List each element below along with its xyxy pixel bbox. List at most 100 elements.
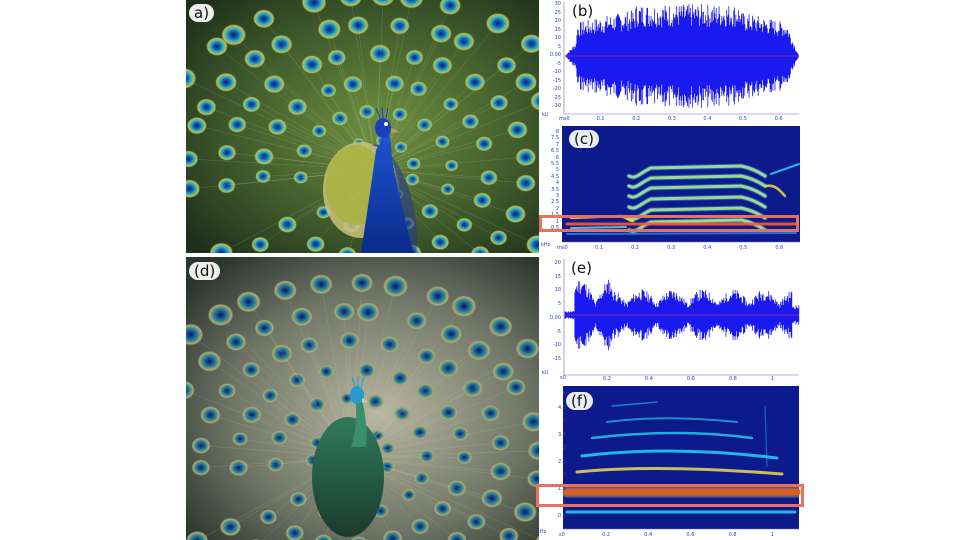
panel-label-f: (f): [566, 392, 593, 410]
feather-eye: [186, 323, 204, 346]
peacock-illustration-green: [186, 257, 539, 540]
y-tick-label: 5: [557, 43, 561, 50]
panel-label-c: (c): [569, 130, 599, 148]
y-tick-label: 0.00: [549, 52, 561, 58]
harmonic-band: [580, 449, 779, 460]
panel-label-a: a): [189, 4, 215, 22]
feather-eye: [379, 335, 400, 353]
feather-eye: [301, 0, 327, 14]
feather-eye: [267, 118, 288, 136]
harmonic-band: [590, 431, 754, 440]
y-tick-label: 0.00: [549, 314, 561, 321]
y-tick-label: 20: [554, 18, 561, 24]
feather-eye: [288, 372, 306, 388]
x-tick-label: 1: [770, 532, 774, 538]
feather-eye: [277, 216, 298, 233]
feather-eye: [480, 488, 503, 508]
spectrogram-f: (f) kHz s0 5 4.5 4 3.5 3 2.5 2 1.5 1 0.5 0.2 0.4 0.6…: [537, 386, 805, 540]
feather-eye: [287, 98, 308, 116]
panel-label-e: (e): [571, 259, 592, 277]
x-tick-label: 0.2: [632, 116, 641, 122]
harmonic-glow: [626, 194, 768, 211]
feather-eye: [219, 517, 242, 537]
y-tick-label: 1: [555, 218, 559, 225]
x-tick-label: 0.8: [728, 532, 737, 538]
feather-shaft: [375, 43, 532, 171]
feather-eye: [186, 150, 199, 168]
y-tick-label: 3: [555, 193, 559, 199]
feather-eye: [437, 358, 460, 378]
feather-eye: [251, 236, 270, 253]
y-tick-label: 8: [555, 129, 559, 135]
feather-eye: [399, 0, 424, 9]
feather-eye: [186, 116, 208, 135]
waveform-b-plot: [563, 2, 800, 115]
feather-eye: [440, 324, 463, 344]
feather-eye: [289, 491, 308, 507]
harmonic-band: [575, 466, 784, 476]
feather-eye: [205, 36, 228, 57]
y-tick-label: 3.5: [558, 431, 566, 438]
harmonic-glow: [626, 183, 768, 200]
highlight-box-f: [536, 484, 804, 507]
feather-eye: [299, 336, 319, 354]
feather-eye: [217, 144, 237, 161]
panel-label-d: (d): [189, 262, 221, 280]
feather-eye: [440, 183, 455, 196]
x-tick-label: 0.4: [703, 245, 712, 251]
feather-eye: [514, 72, 538, 93]
y-tick-label: 15: [554, 273, 561, 280]
feather-eye: [447, 531, 467, 540]
feather-eye: [241, 406, 262, 424]
feather-eye: [331, 111, 349, 126]
harmonic-band: [770, 163, 800, 175]
feather-shaft: [350, 348, 528, 458]
feather-shaft: [350, 450, 539, 458]
x-tick-label: 0.6: [774, 116, 783, 122]
x-tick-label: 0.2: [631, 245, 640, 251]
y-tick-label: 10: [554, 287, 561, 294]
feather-eye: [267, 457, 285, 472]
feather-eye: [217, 177, 236, 194]
x-tick-label: 0.3: [667, 116, 676, 122]
feather-eye: [425, 285, 450, 307]
y-tick-label: 1.5: [558, 485, 566, 492]
feather-eye: [515, 148, 537, 167]
feather-eye: [196, 98, 217, 116]
feather-eye: [221, 23, 247, 46]
y-tick-label: 5: [555, 167, 559, 174]
origin-label-e: s0: [560, 375, 566, 381]
feather-eye: [209, 242, 234, 253]
peacock-photo-blue: a): [186, 0, 539, 253]
harmonic-band: [611, 401, 658, 407]
x-tick-label: 0.5: [739, 116, 747, 122]
feather-eye: [317, 18, 342, 40]
feather-shaft: [375, 102, 539, 171]
feather-eye: [271, 344, 293, 363]
y-tick-label: -25: [552, 94, 561, 101]
harmonic-band: [566, 232, 797, 235]
feather-eye: [417, 348, 436, 365]
feather-eye: [311, 124, 327, 138]
feather-shaft: [350, 326, 501, 458]
feather-eye: [462, 379, 483, 398]
feather-eye: [489, 94, 509, 111]
y-tick-label: -15: [552, 77, 561, 84]
feather-eye: [333, 302, 355, 322]
feather-eye: [489, 229, 508, 246]
feather-eye: [243, 49, 266, 69]
feather-eye: [356, 302, 380, 323]
y-tick-label: -30: [552, 103, 561, 109]
harmonic-band: [606, 417, 738, 423]
feather-eye: [290, 307, 313, 327]
feather-eye: [241, 361, 261, 378]
y-tick-label: 10: [554, 35, 561, 41]
feather-eye: [433, 500, 452, 517]
highlight-box-c: [539, 215, 799, 232]
feather-shaft: [375, 82, 527, 171]
y-tick-label: 30: [554, 1, 561, 7]
y-tick-label: 7.5: [551, 135, 559, 142]
x-tick-label: 0.2: [602, 532, 611, 538]
harmonic-glow: [626, 173, 768, 190]
feather-eye: [405, 49, 424, 66]
